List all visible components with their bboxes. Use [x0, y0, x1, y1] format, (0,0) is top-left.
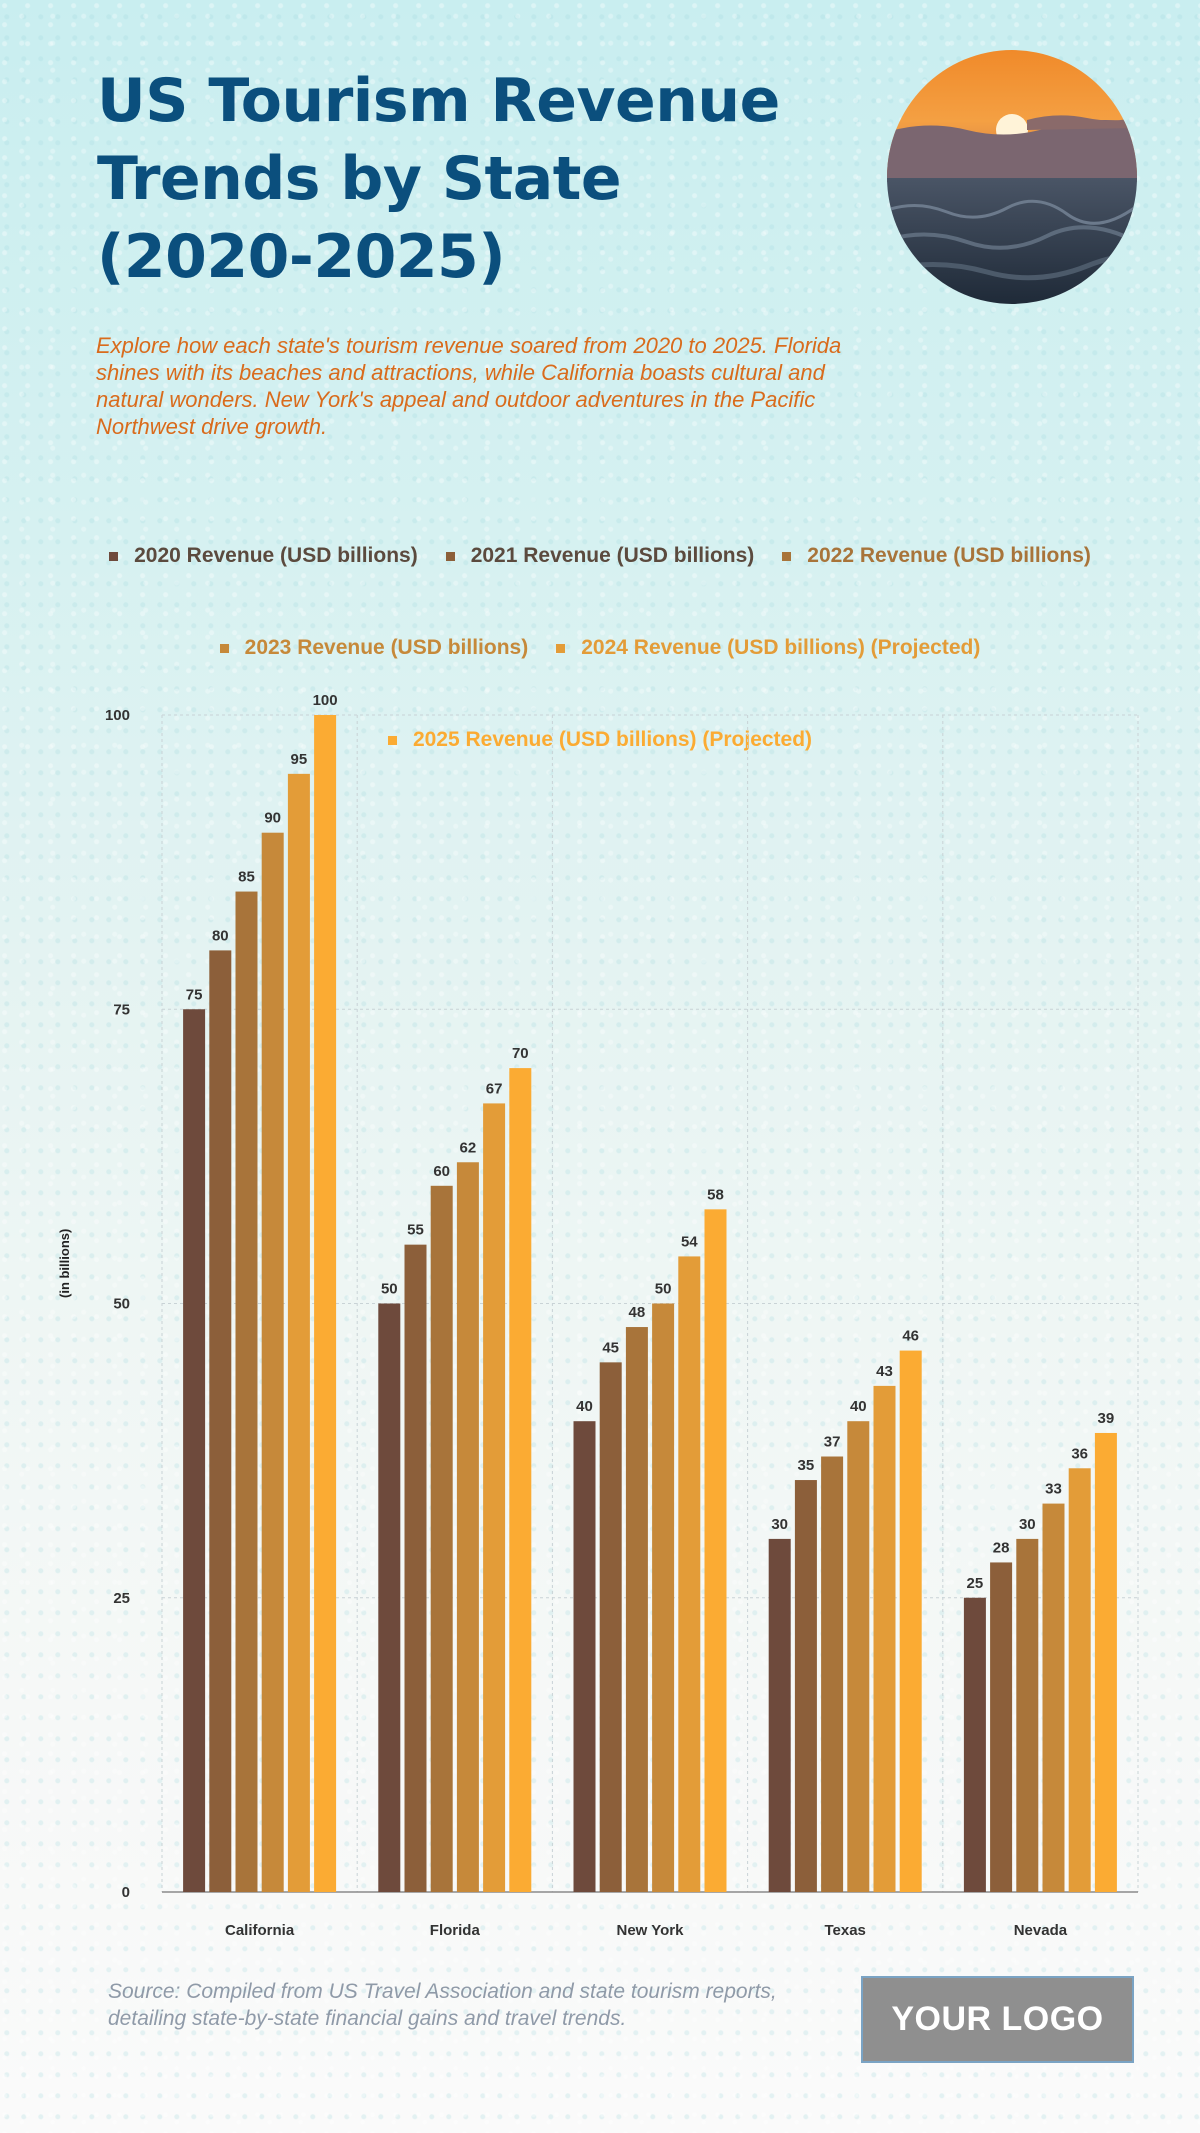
y-axis-ticks: 0 25 50 75 100: [105, 707, 130, 1901]
legend-item: 2023 Revenue (USD billions): [219, 632, 529, 664]
bar-value-label: 37: [824, 1434, 841, 1451]
bar: [509, 1068, 532, 1892]
x-tick-label: New York: [617, 1922, 685, 1939]
bar-value-label: 25: [967, 1575, 984, 1592]
bar: [1094, 1432, 1117, 1892]
bar: [378, 1303, 401, 1892]
legend-swatch: [445, 551, 455, 561]
bar: [704, 1209, 727, 1892]
bar-value-label: 50: [381, 1281, 398, 1298]
bar-value-label: 85: [238, 869, 255, 886]
bar-value-label: 39: [1098, 1410, 1115, 1427]
bar-value-label: 43: [876, 1363, 893, 1380]
legend-item: 2025 Revenue (USD billions) (Projected): [387, 724, 813, 756]
bar: [573, 1421, 596, 1892]
bar-value-label: 45: [602, 1339, 619, 1356]
legend-swatch: [109, 551, 119, 561]
bar: [990, 1562, 1013, 1892]
y-tick-label: 100: [105, 707, 130, 724]
bar: [678, 1256, 701, 1892]
bar: [1016, 1538, 1039, 1892]
bar: [821, 1456, 844, 1892]
bar: [483, 1103, 506, 1892]
bar: [768, 1538, 791, 1892]
bar-value-label: 95: [291, 751, 308, 768]
y-axis-label: (in billions): [57, 1228, 72, 1298]
bar: [625, 1327, 648, 1892]
bar-value-label: 36: [1071, 1445, 1088, 1462]
chart-legend: 2020 Revenue (USD billions) 2021 Revenue …: [60, 540, 1140, 756]
chart-bars: 75 80 85 90 95 100 50 55 60 62 67 70 40 45 48 50 54 58 30 3…: [183, 692, 1117, 1893]
bar: [599, 1362, 622, 1892]
legend-swatch: [219, 643, 229, 653]
page-subtitle: Explore how each state's tourism revenue…: [96, 333, 842, 439]
x-tick-label: Florida: [430, 1922, 481, 1939]
bar-value-label: 100: [313, 692, 338, 709]
bar-value-label: 46: [902, 1328, 919, 1345]
bar: [899, 1350, 922, 1892]
legend-label: 2021 Revenue (USD billions): [470, 544, 755, 567]
legend-item: 2022 Revenue (USD billions): [782, 540, 1091, 572]
bar-value-label: 33: [1045, 1481, 1062, 1498]
bar: [794, 1480, 817, 1892]
bar: [314, 715, 337, 1892]
legend-swatch: [387, 735, 397, 745]
x-tick-label: Texas: [824, 1922, 865, 1939]
bar-value-label: 67: [486, 1080, 503, 1097]
x-tick-label: California: [225, 1922, 295, 1939]
logo-placeholder: YOUR LOGO: [861, 1976, 1134, 2063]
bar-value-label: 50: [655, 1281, 672, 1298]
bar-value-label: 48: [629, 1304, 646, 1321]
legend-label: 2022 Revenue (USD billions): [807, 544, 1091, 567]
y-tick-label: 75: [113, 1001, 130, 1018]
bar: [847, 1421, 870, 1892]
x-tick-label: Nevada: [1014, 1922, 1068, 1939]
bar-value-label: 30: [771, 1516, 788, 1533]
bar: [287, 773, 310, 1892]
bar: [963, 1597, 986, 1892]
legend-label: 2025 Revenue (USD billions) (Projected): [412, 728, 813, 751]
bar-value-label: 58: [707, 1186, 724, 1203]
legend-item: 2024 Revenue (USD billions) (Projected): [556, 632, 980, 664]
legend-label: 2024 Revenue (USD billions) (Projected): [581, 636, 981, 659]
bar-value-label: 70: [512, 1045, 529, 1062]
legend-item: 2021 Revenue (USD billions): [445, 540, 755, 572]
bar: [183, 1009, 206, 1892]
bar: [1068, 1468, 1091, 1892]
bar-value-label: 75: [186, 986, 203, 1003]
y-tick-label: 50: [113, 1296, 130, 1313]
bar: [1042, 1503, 1065, 1892]
source-note: Source: Compiled from US Travel Associat…: [108, 1980, 777, 2030]
bar-value-label: 40: [850, 1398, 867, 1415]
legend-label: 2020 Revenue (USD billions): [134, 544, 418, 567]
bar: [456, 1162, 479, 1892]
bar: [404, 1244, 427, 1892]
bar: [235, 891, 258, 1892]
bar: [873, 1385, 896, 1892]
bar-value-label: 30: [1019, 1516, 1036, 1533]
page-title: US Tourism Revenue Trends by State (2020…: [97, 66, 780, 292]
legend-label: 2023 Revenue (USD billions): [244, 636, 529, 659]
bar-value-label: 55: [407, 1222, 424, 1239]
legend-swatch: [782, 551, 792, 561]
legend-swatch: [556, 643, 566, 653]
bar-value-label: 54: [681, 1233, 698, 1250]
y-tick-label: 25: [113, 1590, 130, 1607]
bar-value-label: 35: [798, 1457, 815, 1474]
bar-value-label: 60: [433, 1163, 450, 1180]
bar-value-label: 40: [576, 1398, 593, 1415]
bar-value-label: 80: [212, 927, 229, 944]
bar: [652, 1303, 675, 1892]
bar: [430, 1185, 453, 1892]
bar-value-label: 28: [993, 1539, 1010, 1556]
bar: [209, 950, 232, 1892]
legend-item: 2020 Revenue (USD billions): [109, 540, 418, 572]
bar: [261, 832, 284, 1893]
y-tick-label: 0: [122, 1884, 130, 1901]
x-axis-ticks: California Florida New York Texas Nevada: [225, 1922, 1068, 1939]
bar-chart: 0 25 50 75 100 75 80 85 90 95 100 50 55 60 62 67 70 40 45…: [105, 692, 1139, 1939]
bar-value-label: 90: [264, 810, 281, 827]
bar-value-label: 62: [460, 1139, 477, 1156]
